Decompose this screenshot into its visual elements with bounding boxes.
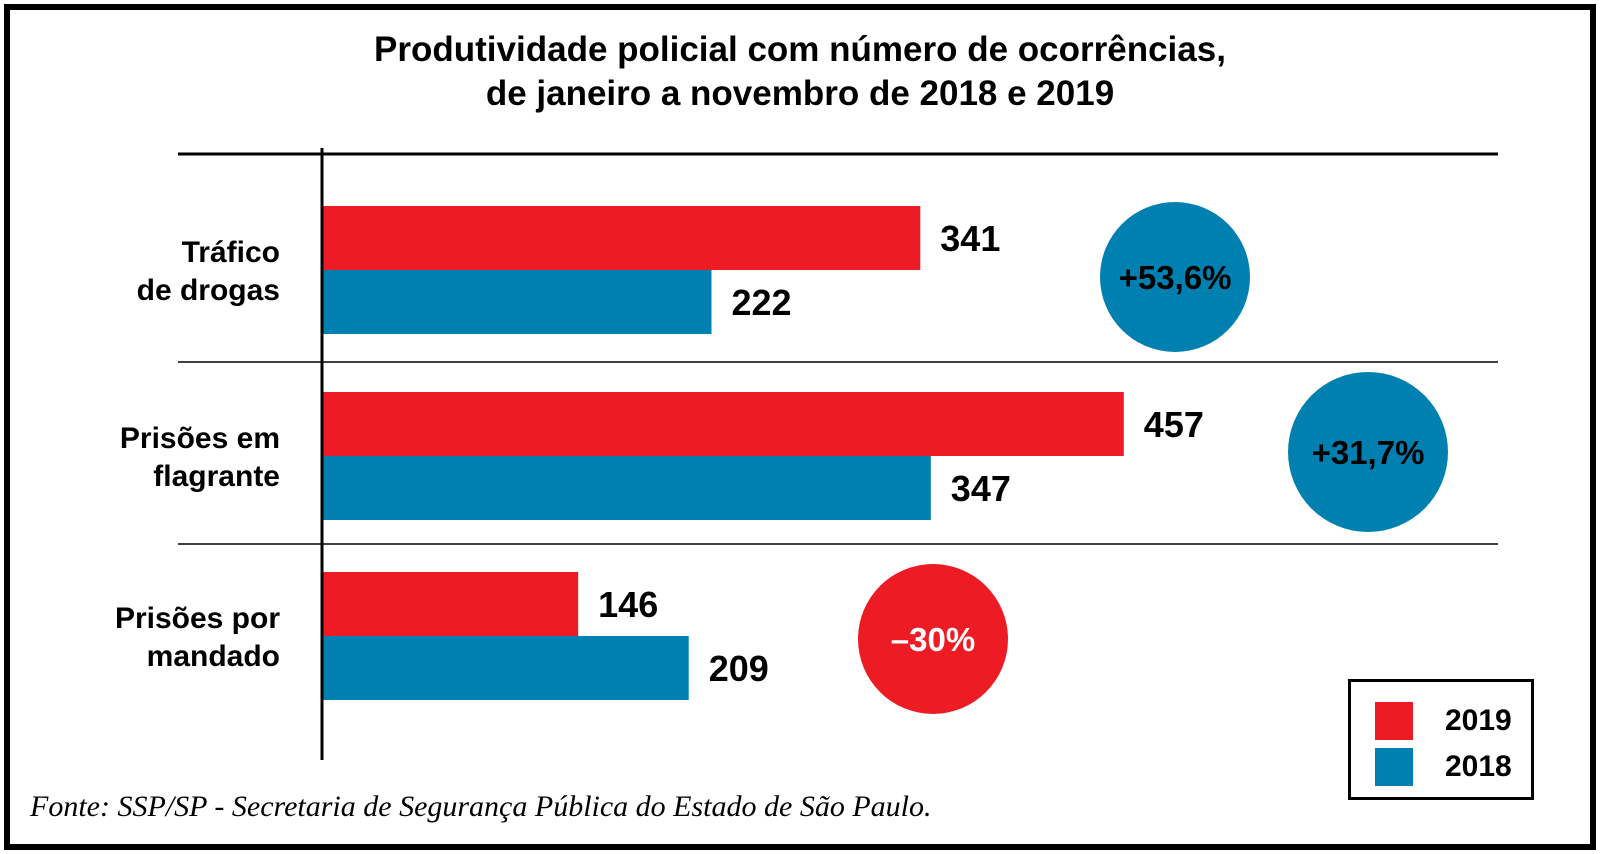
value-label-2018-cat-1: 222	[731, 282, 791, 323]
category-label-1-line-2: de drogas	[137, 274, 280, 307]
category-label-2-line-2: flagrante	[153, 460, 280, 493]
bar-2019-cat-1	[322, 206, 921, 270]
legend-item-2018: 2018	[1375, 748, 1512, 786]
bar-2019-cat-2	[322, 392, 1124, 456]
legend-swatch-2019	[1375, 702, 1413, 740]
category-label-3-line-1: Prisões por	[115, 602, 280, 635]
legend: 2019 2018	[1348, 679, 1534, 800]
category-label-3-line-2: mandado	[147, 640, 280, 673]
value-label-2019-cat-3: 146	[598, 584, 658, 625]
chart-title-line-1: Produtividade policial com número de oco…	[374, 30, 1226, 69]
change-label-2: +31,7%	[1312, 434, 1425, 471]
change-badge-2	[1288, 372, 1448, 532]
legend-item-2019: 2019	[1375, 702, 1512, 740]
source-note: Fonte: SSP/SP - Secretaria de Segurança …	[30, 790, 932, 823]
bar-2019-cat-3	[322, 572, 579, 636]
bar-2018-cat-2	[322, 456, 931, 520]
change-label-1: +53,6%	[1119, 259, 1232, 296]
bar-2018-cat-3	[322, 636, 689, 700]
chart-title-line-2: de janeiro a novembro de 2018 e 2019	[485, 74, 1115, 113]
change-label-3: –30%	[891, 621, 975, 658]
bar-2018-cat-1	[322, 270, 712, 334]
change-badge-3	[858, 564, 1008, 714]
value-label-2019-cat-1: 341	[940, 218, 1000, 259]
legend-swatch-2018	[1375, 748, 1413, 786]
value-label-2019-cat-2: 457	[1144, 404, 1204, 445]
category-label-2-line-1: Prisões em	[120, 422, 280, 455]
legend-label-2018: 2018	[1445, 750, 1512, 783]
category-label-1-line-1: Tráfico	[182, 236, 280, 269]
value-label-2018-cat-3: 209	[709, 648, 769, 689]
value-label-2018-cat-2: 347	[951, 468, 1011, 509]
legend-label-2019: 2019	[1445, 704, 1512, 737]
chart-title: Produtividade policial com número de oco…	[0, 28, 1600, 116]
change-badge-1	[1100, 202, 1250, 352]
